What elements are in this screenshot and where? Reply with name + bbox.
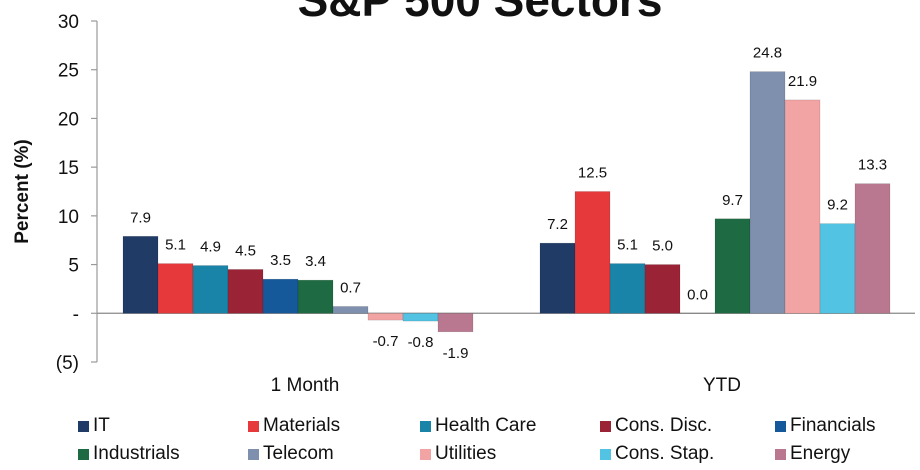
legend-swatch bbox=[600, 449, 611, 460]
legend-label: Financials bbox=[790, 413, 876, 439]
bar-utilities-ytd bbox=[785, 100, 820, 313]
data-label: 9.7 bbox=[722, 192, 743, 209]
legend-swatch bbox=[420, 449, 431, 460]
bar-health-care-1-month bbox=[193, 266, 228, 314]
legend-item: Industrials bbox=[78, 441, 248, 467]
data-label: 5.0 bbox=[652, 238, 673, 255]
legend-item: Materials bbox=[248, 413, 420, 439]
data-label: 5.1 bbox=[165, 237, 186, 254]
legend-label: IT bbox=[93, 413, 110, 439]
data-label: 7.9 bbox=[130, 209, 151, 226]
bar-cons-disc-ytd bbox=[645, 265, 680, 314]
legend-swatch bbox=[420, 421, 431, 432]
bar-materials-1-month bbox=[158, 264, 193, 314]
data-label: 4.9 bbox=[200, 239, 221, 256]
legend-label: Utilities bbox=[435, 441, 496, 467]
legend-label: Telecom bbox=[263, 441, 334, 467]
y-axis-label: Percent (%) bbox=[12, 139, 33, 244]
legend-label: Health Care bbox=[435, 413, 536, 439]
bar-energy-1-month bbox=[438, 313, 473, 332]
legend-item: Telecom bbox=[248, 441, 420, 467]
bar-it-1-month bbox=[123, 236, 158, 313]
y-tick-label: (5) bbox=[56, 353, 79, 374]
legend-swatch bbox=[248, 421, 259, 432]
data-label: -0.7 bbox=[373, 333, 399, 350]
legend-label: Cons. Stap. bbox=[615, 441, 714, 467]
data-label: 3.4 bbox=[305, 253, 326, 270]
data-label: 9.2 bbox=[827, 197, 848, 214]
bar-cons-disc-1-month bbox=[228, 269, 263, 313]
data-label: 7.2 bbox=[547, 216, 568, 233]
legend-swatch bbox=[775, 449, 786, 460]
bar-energy-ytd bbox=[855, 184, 890, 314]
data-label: 12.5 bbox=[578, 165, 607, 182]
y-tick-label: 10 bbox=[58, 207, 79, 228]
legend-label: Energy bbox=[790, 441, 850, 467]
legend-swatch bbox=[78, 449, 89, 460]
data-label: 0.7 bbox=[340, 279, 361, 296]
legend-label: Cons. Disc. bbox=[615, 413, 712, 439]
legend-item: Energy bbox=[775, 441, 920, 467]
data-label: -1.9 bbox=[443, 345, 469, 362]
y-tick-label: - bbox=[73, 304, 79, 325]
bar-telecom-1-month bbox=[333, 306, 368, 313]
bar-cons-stap-ytd bbox=[820, 224, 855, 314]
y-tick-label: 30 bbox=[58, 12, 79, 33]
bar-industrials-ytd bbox=[715, 219, 750, 314]
x-category-label: YTD bbox=[703, 375, 741, 396]
data-label: 3.5 bbox=[270, 252, 291, 269]
legend-item: Cons. Disc. bbox=[600, 413, 775, 439]
y-tick-label: 15 bbox=[58, 158, 79, 179]
legend-item: Cons. Stap. bbox=[600, 441, 775, 467]
legend-label: Materials bbox=[263, 413, 340, 439]
bar-telecom-ytd bbox=[750, 72, 785, 314]
bar-health-care-ytd bbox=[610, 264, 645, 314]
data-label: 21.9 bbox=[788, 73, 817, 90]
data-label: 5.1 bbox=[617, 237, 638, 254]
bar-industrials-1-month bbox=[298, 280, 333, 313]
y-tick-label: 20 bbox=[58, 109, 79, 130]
bar-cons-stap-1-month bbox=[403, 313, 438, 321]
y-tick-label: 25 bbox=[58, 61, 79, 82]
legend-label: Industrials bbox=[93, 441, 180, 467]
x-category-label: 1 Month bbox=[271, 375, 340, 396]
chart-title: S&P 500 Sectors bbox=[298, 0, 663, 26]
bar-financials-1-month bbox=[263, 279, 298, 313]
bar-materials-ytd bbox=[575, 192, 610, 314]
data-label: 4.5 bbox=[235, 242, 256, 259]
data-label: 24.8 bbox=[753, 45, 782, 62]
legend-swatch bbox=[775, 421, 786, 432]
legend-item: IT bbox=[78, 413, 248, 439]
chart-legend: IT Materials Health Care Cons. Disc. Financi… bbox=[78, 413, 920, 467]
legend-item: Utilities bbox=[420, 441, 600, 467]
legend-item: Financials bbox=[775, 413, 920, 439]
data-label: 13.3 bbox=[858, 157, 887, 174]
legend-item: Health Care bbox=[420, 413, 600, 439]
data-label: -0.8 bbox=[408, 334, 434, 351]
legend-swatch bbox=[248, 449, 259, 460]
bar-it-ytd bbox=[540, 243, 575, 313]
bar-utilities-1-month bbox=[368, 313, 403, 320]
legend-swatch bbox=[600, 421, 611, 432]
legend-swatch bbox=[78, 421, 89, 432]
data-label: 0.0 bbox=[687, 286, 708, 303]
y-tick-label: 5 bbox=[68, 256, 79, 277]
